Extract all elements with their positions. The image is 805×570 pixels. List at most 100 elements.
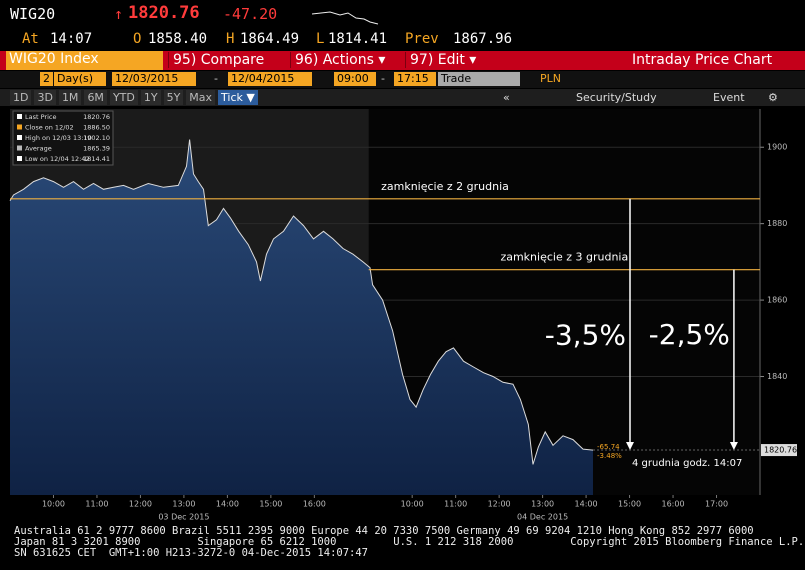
x-tick-label: 10:00 <box>401 500 424 509</box>
x-tick-label: 12:00 <box>488 500 511 509</box>
period-tab[interactable]: 5Y <box>163 90 184 105</box>
legend-value: 1820.76 <box>83 113 110 121</box>
date-label: 04 Dec 2015 <box>517 513 568 522</box>
time-note: 4 grudnia godz. 14:07 <box>632 458 742 469</box>
legend-frame <box>12 110 114 166</box>
sparkline <box>311 11 379 25</box>
x-tick-label: 16:00 <box>662 500 685 509</box>
start-time[interactable]: 09:00 <box>334 72 376 86</box>
legend-value: 1886.50 <box>83 124 110 132</box>
low-label: L <box>316 31 325 47</box>
x-tick-label: 13:00 <box>531 500 554 509</box>
reference-label: zamknięcie z 2 grudnia <box>381 180 509 193</box>
compare-button[interactable]: 95) Compare <box>168 52 291 68</box>
footer-line: SN 631625 CET GMT+1:00 H213-3272-0 04-De… <box>14 547 369 559</box>
footer: Australia 61 2 9777 8600 Brazil 5511 239… <box>14 526 804 559</box>
period-tab[interactable]: YTD <box>109 90 138 105</box>
drop-label: -3,5% <box>545 318 626 351</box>
legend-name: High on 12/03 13:10 <box>25 134 92 142</box>
x-tick-label: 10:00 <box>42 500 65 509</box>
prev-label: Prev <box>405 31 439 47</box>
open: 1858.40 <box>148 31 208 47</box>
price-line <box>9 139 594 465</box>
tab-bar: 1D 3D 1M 6M YTD 1Y 5Y Max Tick ▼ « Security/Stud… <box>0 89 805 106</box>
x-tick-label: 14:00 <box>216 500 239 509</box>
actions-button[interactable]: 96) Actions ▾ <box>290 52 405 68</box>
last-price: 1820.76 <box>128 3 200 23</box>
y-tick-label: 1880 <box>767 219 787 228</box>
arrow-head <box>626 442 634 451</box>
start-date[interactable]: 12/03/2015 <box>112 72 196 86</box>
x-tick-label: 12:00 <box>129 500 152 509</box>
period-tab[interactable]: 1M <box>58 90 82 105</box>
legend-box: Last Price 1820.76 Close on 12/02 1886.50 Hi… <box>12 110 114 166</box>
currency: PLN <box>540 72 561 85</box>
direction-arrow: ↑ <box>114 5 124 23</box>
price-area <box>10 139 593 495</box>
end-time[interactable]: 17:15 <box>394 72 436 86</box>
legend-symbol <box>17 156 22 161</box>
period-unit[interactable]: Day(s) <box>54 72 106 86</box>
legend-symbol <box>17 114 22 119</box>
dash: - <box>381 72 385 85</box>
legend-name: Last Price <box>25 113 56 121</box>
reference-label: zamknięcie z 3 grudnia <box>500 251 628 264</box>
x-tick-label: 15:00 <box>259 500 282 509</box>
net-change: -47.20 <box>223 5 278 23</box>
period-tab[interactable]: 1D <box>10 90 32 105</box>
x-tick-label: 16:00 <box>303 500 326 509</box>
period-tab[interactable]: 6M <box>84 90 107 105</box>
range-bar: 2 Day(s) 12/03/2015 - 12/04/2015 09:00 -… <box>0 71 805 88</box>
period-count[interactable]: 2 <box>40 72 53 86</box>
prev: 1867.96 <box>453 31 513 47</box>
legend-name: Low on 12/04 12:42 <box>25 155 90 163</box>
edit-button[interactable]: 97) Edit ▾ <box>405 52 530 68</box>
x-tick-label: 11:00 <box>85 500 108 509</box>
x-tick-label: 17:00 <box>705 500 728 509</box>
high-label: H <box>226 31 235 47</box>
period-tab[interactable]: 1Y <box>140 90 161 105</box>
security-field[interactable]: WIG20 Index <box>6 51 163 70</box>
period-tab[interactable]: Tick ▼ <box>218 90 258 105</box>
x-tick-label: 11:00 <box>444 500 467 509</box>
time: 14:07 <box>50 31 93 47</box>
function-title: Intraday Price Chart <box>632 52 773 68</box>
period-tab[interactable]: Max <box>186 90 216 105</box>
high: 1864.49 <box>240 31 300 47</box>
last-price-tag-box <box>761 444 797 457</box>
symbol: WIG20 <box>10 5 56 23</box>
legend-value: 1902.10 <box>83 134 110 142</box>
drop-label: -2,5% <box>649 318 730 351</box>
security-study-button[interactable]: Security/Study <box>576 91 657 104</box>
x-tick-label: 15:00 <box>618 500 641 509</box>
y-tick-label: 1860 <box>767 296 787 305</box>
legend-symbol <box>17 135 22 140</box>
event-button[interactable]: Event <box>713 91 745 104</box>
y-tick-label: 1900 <box>767 143 787 152</box>
time-label: At <box>22 31 39 47</box>
y-tick-label: 1840 <box>767 372 787 381</box>
low: 1814.41 <box>328 31 388 47</box>
footer-line: Australia 61 2 9777 8600 Brazil 5511 239… <box>14 525 754 537</box>
x-tick-label: 14:00 <box>575 500 598 509</box>
legend-value: 1865.39 <box>83 145 110 153</box>
toolbar: WIG20 Index 95) Compare 96) Actions ▾ 97… <box>0 51 805 70</box>
legend-symbol <box>17 145 22 151</box>
change-label: -65.74 <box>597 443 620 451</box>
period-tab[interactable]: 3D <box>34 90 56 105</box>
back-button[interactable]: « <box>503 91 510 104</box>
x-tick-label: 13:00 <box>172 500 195 509</box>
change-pct-label: -3.48% <box>597 452 622 460</box>
legend-name: Close on 12/02 <box>25 124 74 132</box>
arrow-head <box>729 442 738 451</box>
trade-type[interactable]: Trade <box>438 72 520 86</box>
legend-name: Average <box>25 145 52 153</box>
open-label: O <box>133 31 142 47</box>
last-price-tag: 1820.76 <box>764 446 797 455</box>
settings-icon[interactable]: ⚙ <box>768 91 778 104</box>
end-date[interactable]: 12/04/2015 <box>228 72 312 86</box>
dash: - <box>214 72 218 85</box>
legend-symbol <box>17 124 22 130</box>
